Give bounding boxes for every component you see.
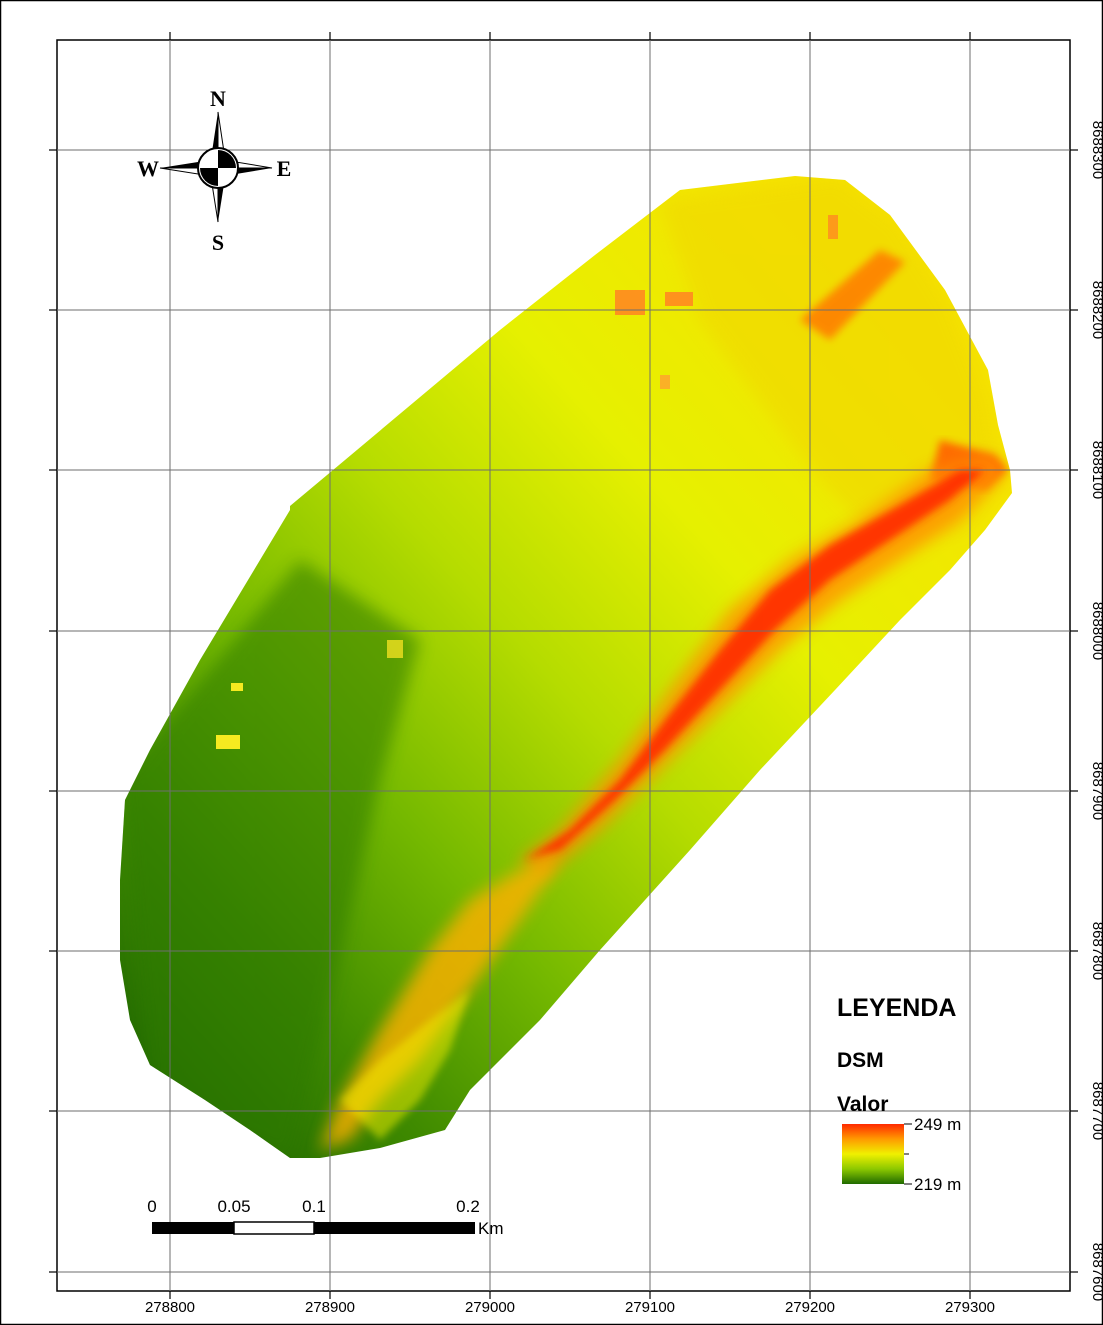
legend-min-label: 219 m [914, 1175, 961, 1194]
compass-e: E [277, 156, 292, 181]
y-tick-label: 8688100 [1089, 441, 1103, 499]
x-tick-label: 279200 [785, 1299, 835, 1316]
x-tick-label: 278900 [305, 1299, 355, 1316]
legend-title: LEYENDA [837, 994, 956, 1022]
y-tick-label: 8688200 [1089, 281, 1103, 339]
x-tick-label: 279300 [945, 1299, 995, 1316]
y-tick-labels: 8688300 8688200 8688100 8688000 8687900 … [1089, 121, 1103, 1301]
scale-unit: Km [478, 1219, 504, 1238]
neatline-ticks [49, 32, 1078, 1299]
compass-w: W [137, 156, 159, 181]
scale-label: 0.2 [456, 1197, 480, 1216]
y-tick-label: 8687700 [1089, 1082, 1103, 1140]
y-tick-label: 8687800 [1089, 922, 1103, 980]
x-tick-labels: 278800 278900 279000 279100 279200 27930… [145, 1299, 995, 1316]
y-tick-label: 8688300 [1089, 121, 1103, 179]
scale-label: 0 [147, 1197, 156, 1216]
legend-max-label: 249 m [914, 1115, 961, 1134]
x-tick-label: 279000 [465, 1299, 515, 1316]
compass-n: N [210, 86, 226, 111]
y-tick-label: 8687600 [1089, 1243, 1103, 1301]
compass-s: S [212, 230, 224, 255]
scale-label: 0.1 [302, 1197, 326, 1216]
y-tick-label: 8688000 [1089, 602, 1103, 660]
legend-layer: DSM [837, 1049, 884, 1072]
x-tick-label: 278800 [145, 1299, 195, 1316]
scale-bar: 0 0.05 0.1 0.2 Km [147, 1197, 503, 1238]
legend: LEYENDA DSM Valor 249 m 219 m [837, 994, 961, 1194]
x-tick-label: 279100 [625, 1299, 675, 1316]
scale-label: 0.05 [217, 1197, 250, 1216]
graticule [57, 40, 1070, 1291]
compass-rose-icon: N S E W [137, 86, 291, 255]
y-tick-label: 8687900 [1089, 762, 1103, 820]
legend-color-ramp [842, 1124, 904, 1184]
legend-field: Valor [837, 1093, 888, 1116]
